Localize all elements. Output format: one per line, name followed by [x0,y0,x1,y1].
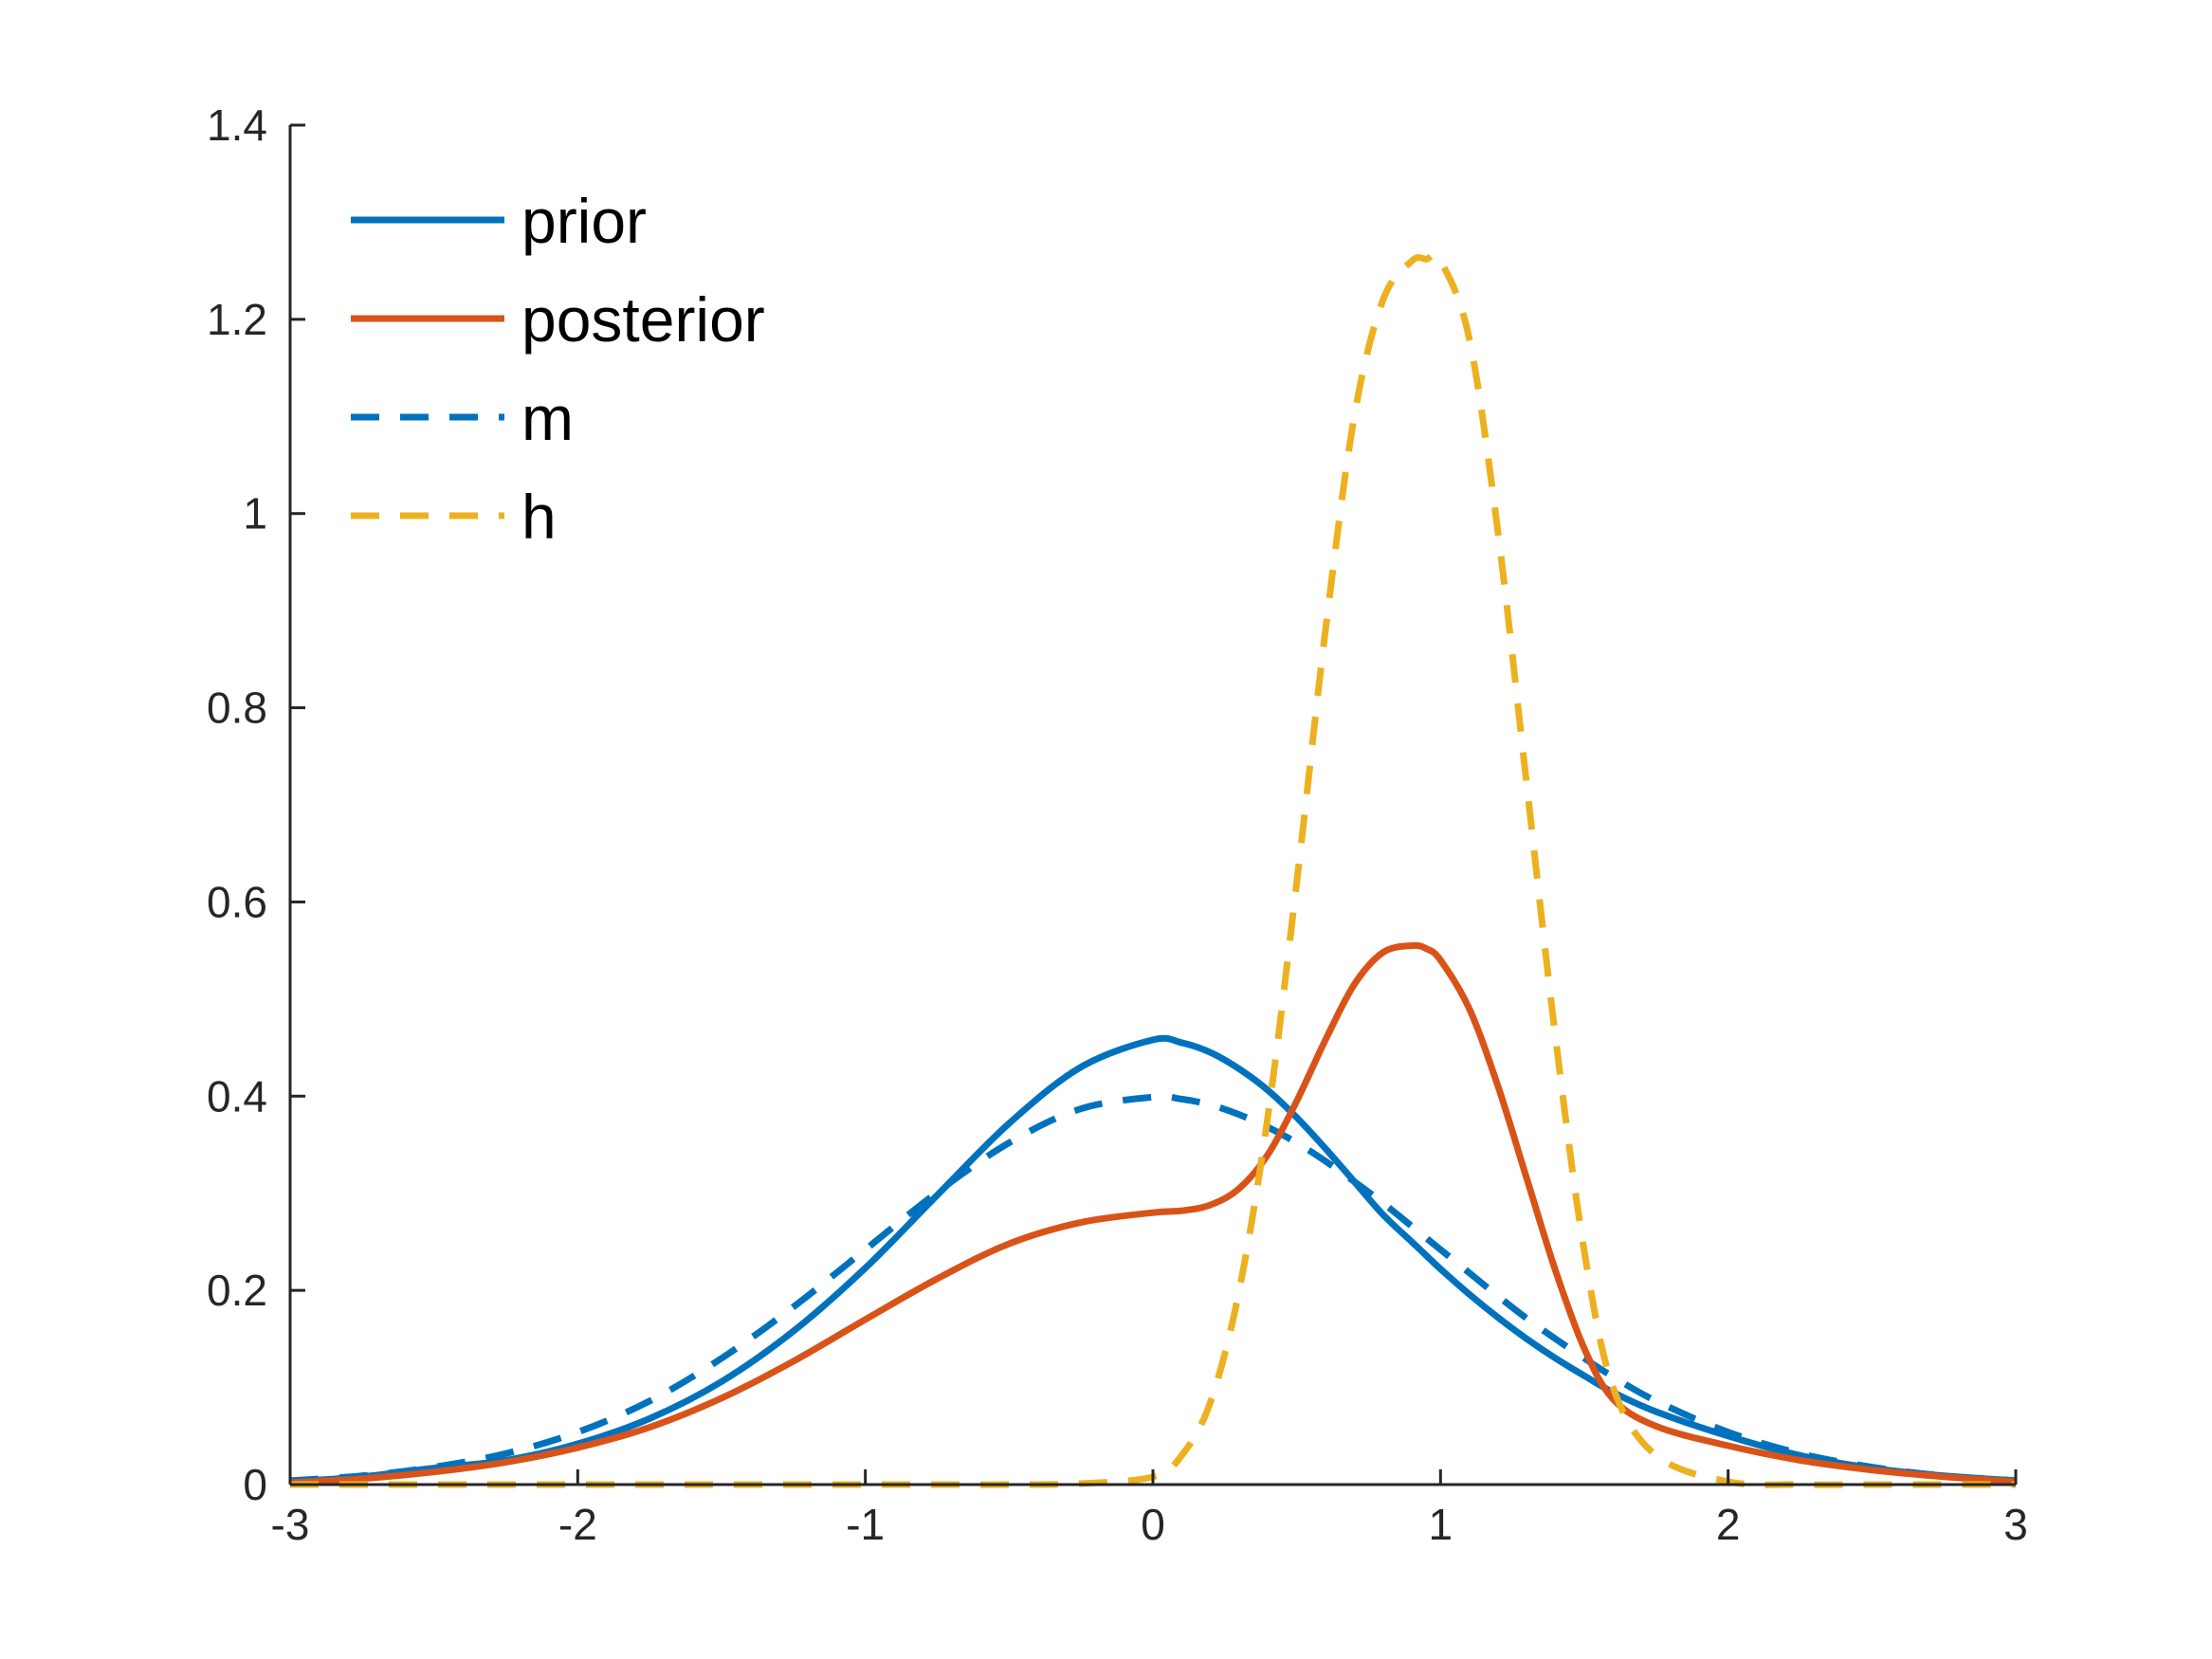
y-tick-label: 1.2 [207,295,267,344]
x-tick-label: -1 [846,1500,885,1549]
legend: prior posterior mh [351,186,765,552]
legend-label-posterior: posterior [521,284,765,355]
x-tick-label: 1 [1429,1500,1453,1549]
x-ticks: -3 -2 -1 0 1 2 3 [271,1469,2028,1549]
y-ticks: 0 0.2 0.4 0.6 0.8 1 1.2 1.4 [207,100,305,1509]
series-line-m [289,1093,2017,1485]
y-tick-label: 0.4 [207,1071,267,1121]
legend-label-h: h [521,482,557,552]
x-tick-label: -2 [558,1500,597,1549]
y-tick-label: 1 [243,489,267,538]
x-tick-label: 3 [2003,1500,2028,1549]
legend-label-m: m [521,383,574,453]
x-tick-label: 2 [1716,1500,1741,1549]
y-tick-label: 0 [243,1460,267,1509]
series-line-posterior [289,941,2017,1486]
y-tick-label: 1.4 [207,100,267,150]
x-tick-label: -3 [271,1500,310,1549]
x-tick-label: 0 [1141,1500,1165,1549]
y-tick-label: 0.6 [207,877,267,926]
y-tick-label: 0.8 [207,684,267,733]
y-tick-label: 0.2 [207,1266,267,1315]
legend-label-prior: prior [521,186,647,256]
